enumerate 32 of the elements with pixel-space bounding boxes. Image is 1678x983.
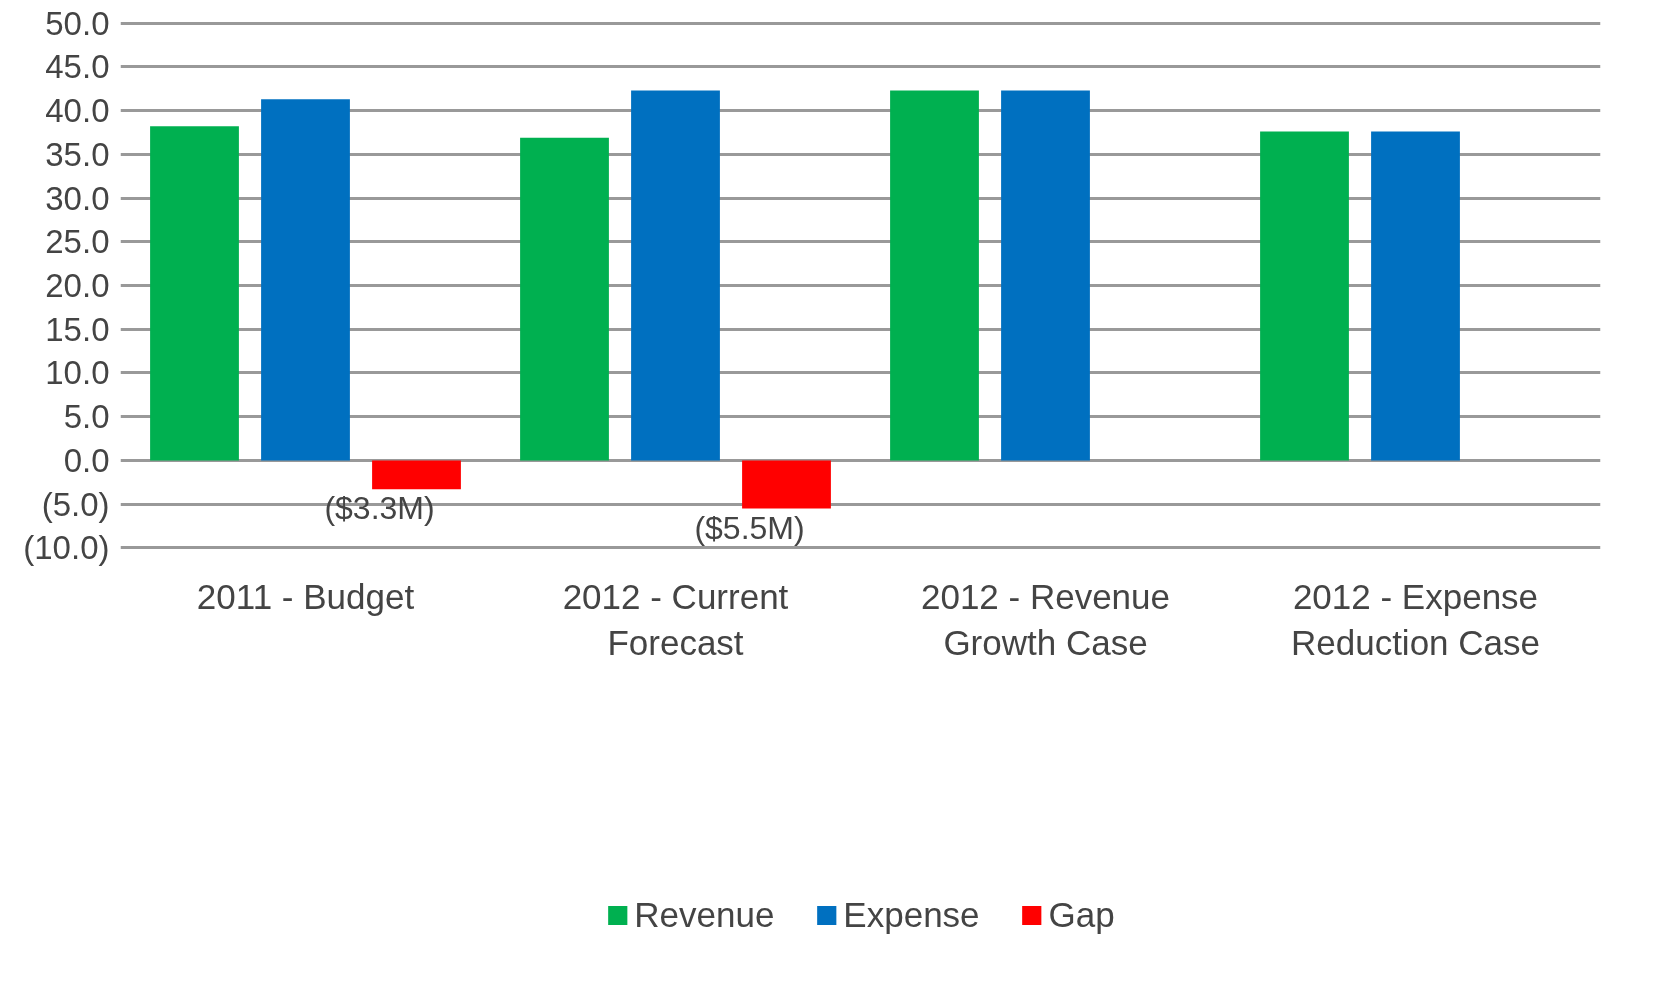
x-tick-label: 2012 - Current Forecast [562,576,789,663]
bar [520,137,609,461]
bar [261,99,350,461]
y-tick-label: 10.0 [45,354,110,392]
legend-label: Expense [843,895,980,935]
x-tick-label: 2012 - Revenue Growth Case [920,576,1171,663]
legend-label: Revenue [634,895,775,935]
bar [1001,90,1090,461]
y-tick-label: 30.0 [45,179,110,217]
y-tick-label: 25.0 [45,223,110,261]
y-tick-label: 15.0 [45,310,110,348]
bar [742,460,831,509]
y-tick-label: (5.0) [41,485,110,523]
y-tick-label: 5.0 [63,398,110,436]
bar [372,460,461,490]
y-tick-label: 45.0 [45,48,110,86]
bar [1371,131,1460,461]
y-tick-label: 35.0 [45,135,110,173]
bar [1260,131,1349,461]
y-tick-label: 20.0 [45,267,110,304]
data-label: ($5.5M) [694,509,805,546]
x-tick-label: 2012 - Expense Reduction Case [1290,576,1541,663]
bar [631,90,720,461]
legend-label: Gap [1048,895,1115,935]
x-tick-label: 2011 - Budget [196,576,415,616]
bar [150,126,239,461]
y-tick-label: 40.0 [45,92,110,130]
y-tick-label: (10.0) [23,529,110,567]
y-tick-label: 0.0 [63,441,110,479]
bar [890,90,979,461]
y-tick-label: 50.0 [45,4,110,42]
data-label: ($3.3M) [324,490,435,527]
